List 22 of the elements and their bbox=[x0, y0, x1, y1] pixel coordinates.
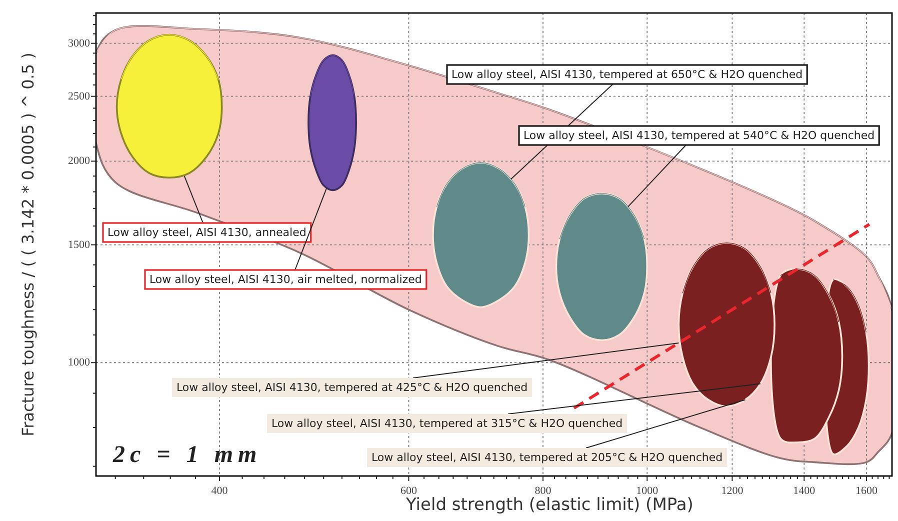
x-axis-title: Yield strength (elastic limit) (MPa) bbox=[405, 495, 694, 515]
y-tick-label: 2000 bbox=[68, 155, 90, 168]
x-tick-label: 1400 bbox=[793, 485, 816, 497]
annotation: Low alloy steel, AISI 4130, air melted, normalized bbox=[150, 273, 422, 286]
annotation: Low alloy steel, AISI 4130, tempered at 540°C & H2O quenched bbox=[524, 129, 875, 142]
x-tick-label: 1600 bbox=[855, 485, 878, 497]
x-tick-label: 1200 bbox=[721, 485, 744, 497]
y-tick-label: 1500 bbox=[68, 238, 90, 251]
x-tick-label: 1000 bbox=[636, 485, 659, 497]
y-axis-title: Fracture toughness / ( ( 3.142 * 0.0005 ) ^ 0.5 ) bbox=[18, 52, 38, 436]
x-tick-label: 800 bbox=[534, 485, 552, 497]
y-tick-label: 3000 bbox=[68, 37, 90, 50]
y-tick-label: 2500 bbox=[68, 90, 90, 102]
y-tick-label: 1000 bbox=[68, 356, 90, 369]
annotation: Low alloy steel, AISI 4130, annealed bbox=[108, 226, 306, 239]
annotation: Low alloy steel, AISI 4130, tempered at 205°C & H2O quenched bbox=[372, 451, 723, 464]
annotation: Low alloy steel, AISI 4130, tempered at 315°C & H2O quenched bbox=[272, 417, 623, 430]
annotation: Low alloy steel, AISI 4130, tempered at 650°C & H2O quenched bbox=[452, 68, 803, 81]
x-tick-label: 600 bbox=[400, 485, 418, 497]
annotation: Low alloy steel, AISI 4130, tempered at 425°C & H2O quenched bbox=[176, 381, 528, 394]
annotation: 2c = 1 mm bbox=[112, 442, 262, 468]
x-tick-label: 400 bbox=[211, 485, 228, 497]
